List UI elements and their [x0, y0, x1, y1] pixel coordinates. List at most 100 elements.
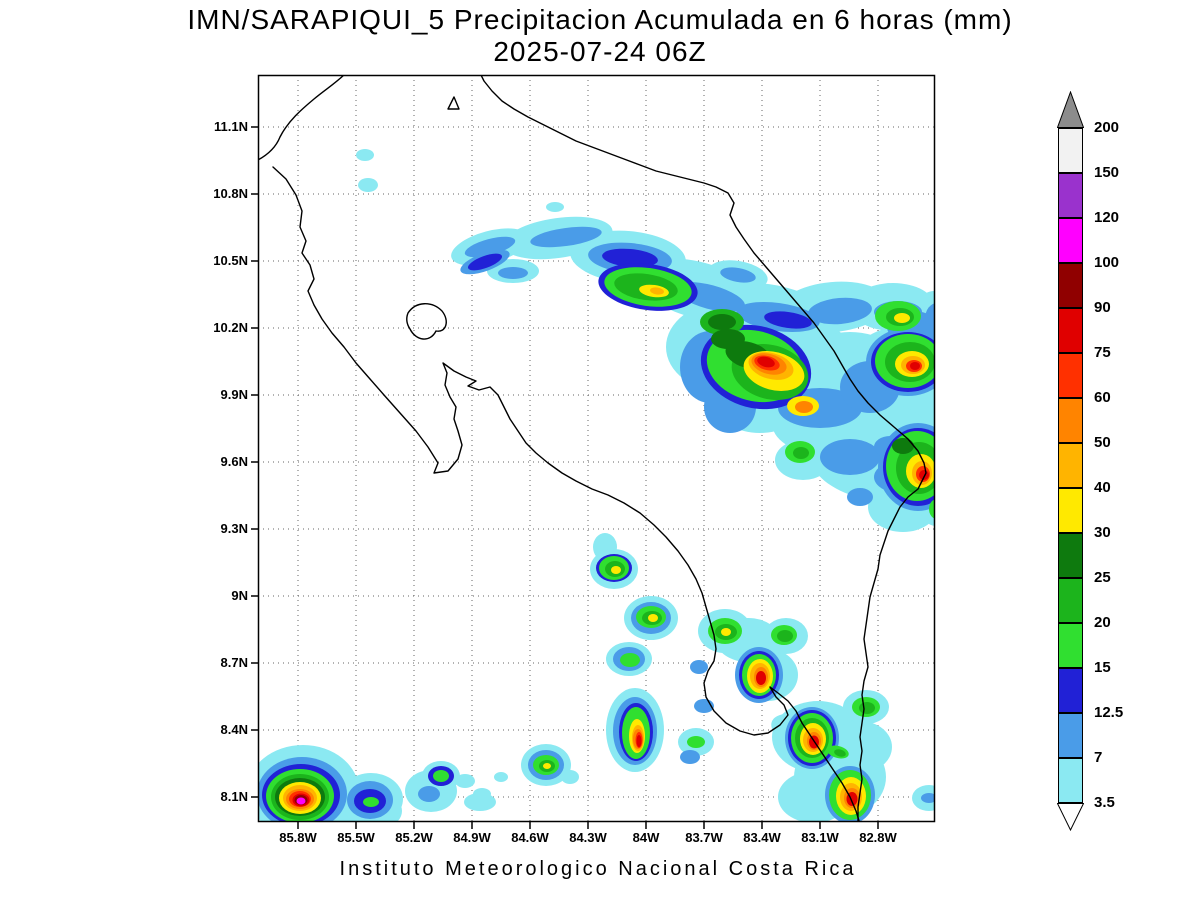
colorbar-segment — [1058, 443, 1083, 488]
border-and-caribbean-coast — [480, 75, 927, 822]
x-tick-label: 83.7W — [685, 830, 723, 845]
colorbar-label: 90 — [1094, 299, 1111, 316]
colorbar-segment — [1058, 173, 1083, 218]
x-tick-label: 85.2W — [395, 830, 433, 845]
map-svg — [251, 74, 936, 829]
colorbar-label: 12.5 — [1094, 704, 1124, 721]
x-tick-label: 84.6W — [511, 830, 549, 845]
y-tick-label: 11.1N — [214, 119, 248, 134]
inland-water-outline — [405, 303, 447, 340]
x-tick-label: 84.9W — [453, 830, 491, 845]
precip-cell — [892, 438, 914, 454]
y-tick-label: 9N — [231, 588, 248, 603]
colorbar-segment — [1058, 308, 1083, 353]
precip-cell — [433, 770, 449, 782]
precip-cell — [467, 253, 503, 271]
colorbar-label: 75 — [1094, 344, 1111, 361]
nicaragua-pacific-coast — [258, 75, 345, 161]
precip-cell — [690, 660, 708, 674]
colorbar-segment — [1058, 533, 1083, 578]
colorbar-segment — [1058, 263, 1083, 308]
precip-cell — [756, 671, 766, 685]
y-tick-label: 10.8N — [213, 186, 248, 201]
x-tick-label: 84W — [632, 830, 660, 845]
precip-cell — [636, 735, 642, 747]
colorbar: 200 150 120 100 90 75 60 50 40 30 25 20 15 12.5 7 3.5 — [1057, 85, 1168, 875]
x-tick-label: 82.8W — [859, 830, 897, 845]
map-plot-area — [251, 74, 936, 829]
colorbar-segment — [1058, 713, 1083, 758]
colorbar-label: 3.5 — [1094, 794, 1115, 811]
colorbar-label: 15 — [1094, 659, 1111, 676]
colorbar-segment — [1058, 578, 1083, 623]
y-tick-label: 8.1N — [220, 789, 248, 804]
y-tick-label: 9.6N — [220, 454, 248, 469]
coastline — [258, 75, 927, 822]
precip-cell — [418, 786, 440, 802]
precip-cell — [795, 401, 813, 413]
precip-cell — [650, 287, 664, 295]
precip-cell — [793, 447, 809, 459]
precip-cell — [296, 797, 306, 805]
colorbar-segment — [1058, 758, 1083, 803]
precip-cell — [561, 770, 579, 784]
precip-cell — [894, 313, 910, 323]
page-title: IMN/SARAPIQUI_5 Precipitacion Acumulada … — [187, 4, 1013, 35]
colorbar-label: 7 — [1094, 749, 1103, 766]
precip-cell — [546, 202, 564, 212]
x-tick-label: 85.5W — [337, 830, 375, 845]
precip-cell — [925, 303, 935, 335]
precip-cell — [828, 721, 892, 773]
lake-island — [447, 96, 460, 110]
colorbar-label: 60 — [1094, 389, 1111, 406]
colorbar-segment — [1058, 353, 1083, 398]
precip-cell — [720, 267, 756, 283]
page-subtitle-date: 2025-07-24 06Z — [493, 36, 707, 67]
plot-frame — [257, 74, 936, 823]
precip-cell — [530, 226, 602, 248]
precip-cell — [808, 297, 872, 325]
y-tick-label: 9.3N — [220, 521, 248, 536]
x-tick-label: 83.1W — [801, 830, 839, 845]
precip-cell — [494, 772, 508, 782]
y-tick-label: 10.5N — [213, 253, 248, 268]
x-tick-label: 84.3W — [569, 830, 607, 845]
colorbar-segment — [1058, 623, 1083, 668]
y-tick-label: 8.4N — [220, 722, 248, 737]
axis-ticks — [251, 126, 879, 829]
precip-cell — [910, 362, 920, 370]
precip-cell — [358, 178, 378, 192]
x-tick-label: 83.4W — [743, 830, 781, 845]
colorbar-label: 120 — [1094, 209, 1120, 226]
precip-cell — [680, 750, 700, 764]
colorbar-segment — [1058, 398, 1083, 443]
footer-caption: Instituto Meteorologico Nacional Costa R… — [339, 858, 857, 880]
colorbar-label: 20 — [1094, 614, 1111, 631]
colorbar-label: 50 — [1094, 434, 1111, 451]
precip-cell — [611, 566, 621, 574]
colorbar-label: 100 — [1094, 254, 1120, 271]
colorbar-under-arrow — [1057, 803, 1084, 831]
precip-cell — [859, 702, 875, 714]
precip-cell — [648, 614, 658, 622]
colorbar-label: 200 — [1094, 119, 1120, 136]
colorbar-segment — [1058, 218, 1083, 263]
precip-cell — [764, 311, 812, 329]
precip-cell — [929, 499, 935, 519]
precip-cell — [820, 439, 880, 475]
x-tick-label: 85.8W — [279, 830, 317, 845]
precip-cell — [620, 653, 640, 667]
precip-cell — [721, 628, 731, 636]
colorbar-label: 25 — [1094, 569, 1111, 586]
precip-cell — [464, 236, 516, 258]
colorbar-segment — [1058, 488, 1083, 533]
precip-cell — [602, 248, 658, 268]
precip-cell — [455, 774, 475, 788]
precip-cell — [708, 314, 736, 330]
costa-rica-pacific-coast — [272, 166, 861, 822]
precip-cell — [757, 356, 775, 368]
y-tick-label: 9.9N — [220, 387, 248, 402]
precip-cell — [464, 793, 496, 811]
precip-cell — [921, 793, 935, 803]
y-tick-label: 8.7N — [220, 655, 248, 670]
